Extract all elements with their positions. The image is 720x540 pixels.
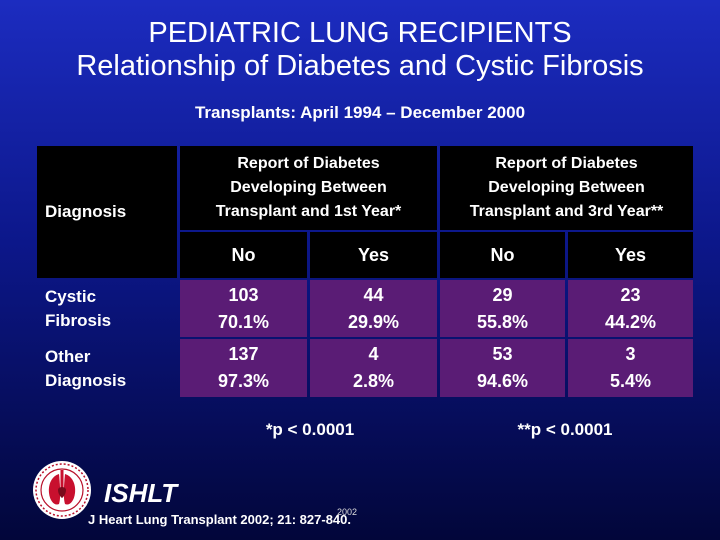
year-mark: 2002 — [337, 507, 358, 517]
row-label-line: Fibrosis — [45, 311, 112, 330]
row-label-line: Diagnosis — [45, 371, 127, 390]
sub-header-no-3: No — [440, 232, 565, 278]
group2-header-text: Report of Diabetes Developing Between Tr… — [470, 152, 664, 224]
cell-percent: 94.6% — [476, 371, 529, 391]
cell-count: 137 — [228, 344, 259, 364]
diagnosis-header: Diagnosis — [37, 146, 177, 278]
table-cell: 103 70.1% — [180, 280, 307, 337]
row-label-other-diagnosis: Other Diagnosis — [37, 340, 177, 398]
cell-percent: 70.1% — [217, 311, 270, 332]
cell-count: 23 — [620, 284, 641, 305]
title-line-2: Relationship of Diabetes and Cystic Fibr… — [76, 50, 644, 82]
cell-count: 29 — [492, 284, 513, 305]
table-cell: 23 44.2% — [568, 280, 693, 337]
cell-percent: 29.9% — [347, 311, 400, 332]
cell-percent: 5.4% — [609, 371, 652, 391]
title-line-1: PEDIATRIC LUNG RECIPIENTS — [148, 17, 572, 49]
group2-header: Report of Diabetes Developing Between Tr… — [440, 146, 693, 230]
ishlt-logo-text: ISHLT — [104, 478, 178, 508]
ishlt-seal-icon — [33, 461, 91, 519]
row-label-cystic-fibrosis: Cystic Fibrosis — [37, 280, 177, 338]
p-value-note-1: *p < 0.0001 — [265, 420, 355, 439]
cell-percent: 97.3% — [217, 371, 270, 391]
table-cell: 4 2.8% — [310, 339, 437, 397]
row-label-text: Cystic Fibrosis — [45, 285, 111, 333]
group1-line: Transplant and 1st Year* — [215, 203, 402, 220]
subtitle: Transplants: April 1994 – December 2000 — [194, 103, 526, 122]
table-cell: 137 97.3% — [180, 339, 307, 397]
diagnosis-header-label: Diagnosis — [45, 202, 127, 221]
cell-count: 53 — [492, 344, 513, 364]
cell-count: 3 — [625, 344, 636, 364]
table-cell: 53 94.6% — [440, 339, 565, 397]
sub-header-yes-3: Yes — [568, 232, 693, 278]
row-label-text: Other Diagnosis — [45, 345, 126, 393]
sub-header-no-1: No — [180, 232, 307, 278]
cell-count: 103 — [228, 284, 259, 305]
cell-percent: 55.8% — [476, 311, 529, 332]
row-label-line: Cystic — [45, 287, 97, 306]
cell-percent: 2.8% — [352, 371, 395, 391]
cell-count: 44 — [363, 284, 384, 305]
table-cell: 3 5.4% — [568, 339, 693, 397]
group1-line: Report of Diabetes — [237, 155, 380, 172]
sub-header-yes-1: Yes — [310, 232, 437, 278]
table-cell: 29 55.8% — [440, 280, 565, 337]
p-value-note-2: **p < 0.0001 — [517, 420, 613, 439]
group1-header: Report of Diabetes Developing Between Tr… — [180, 146, 437, 230]
group2-line: Transplant and 3rd Year** — [469, 203, 664, 220]
group1-header-text: Report of Diabetes Developing Between Tr… — [216, 152, 402, 224]
citation: J Heart Lung Transplant 2002; 21: 827-84… — [88, 512, 351, 527]
cell-count: 4 — [368, 344, 379, 364]
cell-percent: 44.2% — [604, 311, 657, 332]
row-label-line: Other — [45, 347, 91, 366]
group1-line: Developing Between — [230, 179, 387, 196]
table-cell: 44 29.9% — [310, 280, 437, 337]
group2-line: Report of Diabetes — [495, 155, 638, 172]
group2-line: Developing Between — [488, 179, 645, 196]
